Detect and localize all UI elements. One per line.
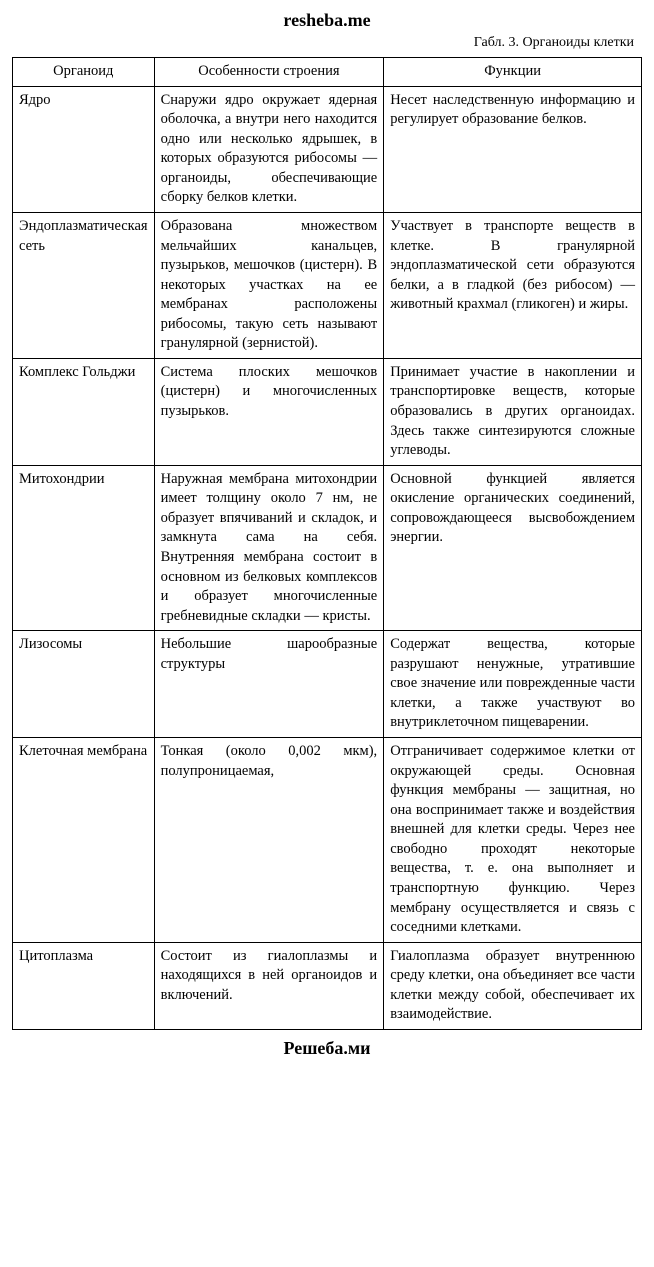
- cell-organoid: Ядро: [13, 86, 155, 212]
- cell-structure: Наружная мембрана митохондрии имеет толщ…: [154, 465, 384, 631]
- cell-function: Основной функцией является окисление орг…: [384, 465, 642, 631]
- cell-organoid: Клеточная мембрана: [13, 738, 155, 943]
- table-row: Цитоплазма Состоит из гиалоплазмы и нахо…: [13, 942, 642, 1029]
- table-row: Лизосомы Небольшие шарообразные структур…: [13, 631, 642, 738]
- cell-structure: Снаружи ядро окружает ядерная оболочка, …: [154, 86, 384, 212]
- cell-structure: Небольшие шарообразные структуры: [154, 631, 384, 738]
- cell-function: Участвует в транспорте веществ в клетке.…: [384, 212, 642, 358]
- cell-structure: Тонкая (около 0,002 мкм), полупроницаема…: [154, 738, 384, 943]
- cell-function: Отграничивает содержимое клетки от окруж…: [384, 738, 642, 943]
- cell-organoid: Эндоплазматическая сеть: [13, 212, 155, 358]
- table-row: Ядро Снаружи ядро окружает ядерная оболо…: [13, 86, 642, 212]
- cell-organoid: Комплекс Гольджи: [13, 358, 155, 465]
- cell-function: Содержат вещества, которые разрушают нен…: [384, 631, 642, 738]
- table-row: Клеточная мембрана Тонкая (около 0,002 м…: [13, 738, 642, 943]
- cell-organoid: Митохондрии: [13, 465, 155, 631]
- table-row: Комплекс Гольджи Система плоских мешочко…: [13, 358, 642, 465]
- table-caption: Габл. 3. Органоиды клетки: [12, 35, 642, 51]
- table-header-row: Органоид Особенности строения Функции: [13, 58, 642, 87]
- cell-structure: Состоит из гиалоплазмы и находящихся в н…: [154, 942, 384, 1029]
- organelles-table: Органоид Особенности строения Функции Яд…: [12, 57, 642, 1030]
- cell-function: Принимает участие в накоплении и транспо…: [384, 358, 642, 465]
- table-row: Митохондрии Наружная мембрана митохондри…: [13, 465, 642, 631]
- col-header-organoid: Органоид: [13, 58, 155, 87]
- col-header-structure: Особенности строения: [154, 58, 384, 87]
- cell-function: Несет наследственную информацию и регули…: [384, 86, 642, 212]
- cell-organoid: Лизосомы: [13, 631, 155, 738]
- page-header: resheba.me: [12, 10, 642, 31]
- cell-function: Гиалоплазма образует внутреннюю среду кл…: [384, 942, 642, 1029]
- page-footer: Решеба.ми: [12, 1038, 642, 1059]
- cell-structure: Образована множеством мельчайших канальц…: [154, 212, 384, 358]
- table-row: Эндоплазматическая сеть Образована множе…: [13, 212, 642, 358]
- cell-structure: Система плоских мешочков (цистерн) и мно…: [154, 358, 384, 465]
- cell-organoid: Цитоплазма: [13, 942, 155, 1029]
- col-header-function: Функции: [384, 58, 642, 87]
